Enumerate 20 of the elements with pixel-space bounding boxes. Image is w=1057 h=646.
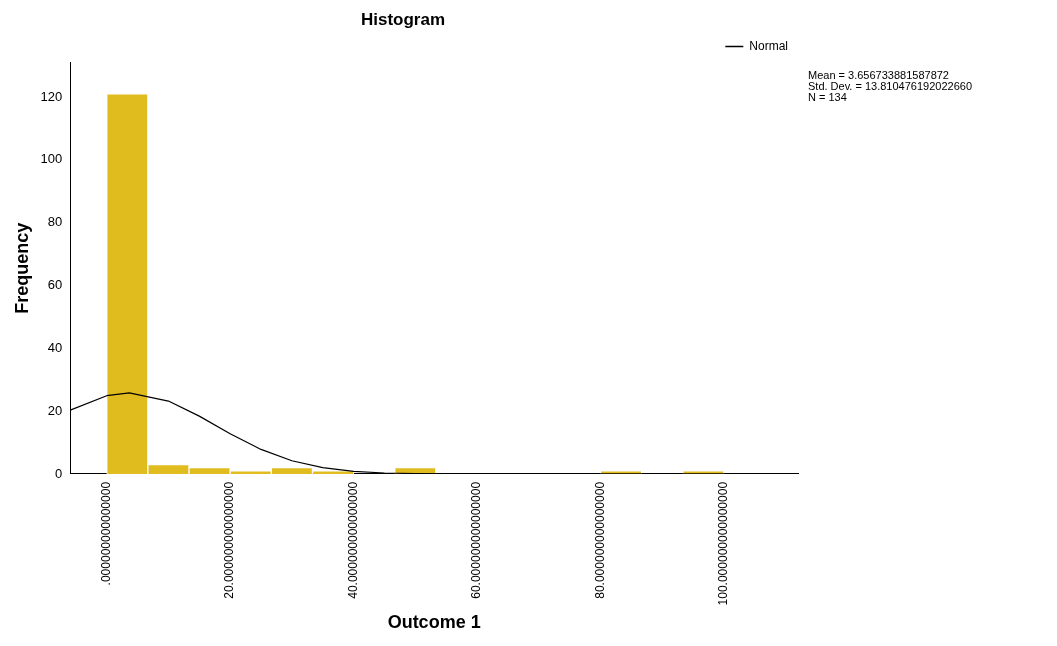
- text: N = 134: [808, 90, 847, 103]
- y-tick-label: 40: [47, 339, 63, 355]
- x-tick-label: 60.000000000000000: [469, 481, 484, 599]
- y-tick-label: 20: [47, 402, 63, 418]
- x-tick-label: 80.000000000000000: [592, 481, 607, 599]
- x-tick-label: 100.000000000000000: [716, 481, 731, 606]
- y-tick-label: 120: [40, 88, 63, 104]
- chart-title: Histogram: [360, 9, 446, 29]
- x-tick-label: .000000000000000: [99, 481, 114, 586]
- x-tick-label: 20.000000000000000: [222, 481, 237, 599]
- y-tick-label: 60: [47, 277, 63, 293]
- y-tick-label: 0: [55, 465, 63, 481]
- x-axis-title: Outcome 1: [387, 612, 481, 633]
- text: Std. Dev. = 13.810476192022660: [808, 79, 973, 92]
- x-tick-label: 40.000000000000000: [345, 481, 360, 599]
- y-axis-title: Frequency: [11, 222, 32, 314]
- y-tick-label: 80: [47, 214, 63, 230]
- legend-label: Normal: [749, 38, 788, 53]
- text: Mean = 3.656733881587872: [808, 68, 949, 81]
- y-tick-label: 100: [40, 151, 63, 167]
